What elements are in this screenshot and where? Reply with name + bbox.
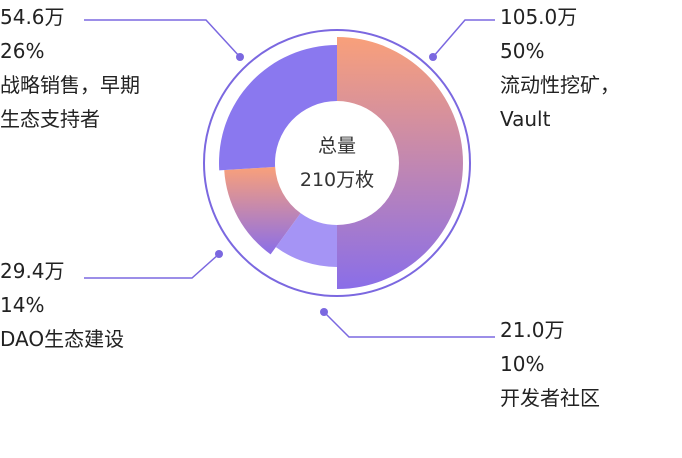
slice-0-percent: 50%: [500, 39, 545, 63]
slice-3-name-line2: 生态支持者: [0, 107, 100, 131]
slice-1-name-line1: 开发者社区: [500, 386, 600, 410]
leader-dot-2: [215, 250, 223, 258]
leader-line-3: [84, 19, 241, 58]
slice-0-name-line2: Vault: [500, 107, 551, 131]
leader-line-0: [432, 19, 495, 58]
slice-3-name-line1: 战略销售，早期: [0, 73, 140, 97]
slice-2: [224, 166, 301, 255]
slice-2-amount: 29.4万: [0, 259, 65, 283]
outer-ring: [203, 29, 471, 297]
center-value: 210万枚: [299, 169, 375, 191]
label-slice-3: 54.6万 26% 战略销售，早期 生态支持者: [0, 0, 140, 136]
label-slice-1: 21.0万 10% 开发者社区: [500, 313, 600, 415]
center-label: 总量: [317, 135, 356, 157]
slice-3-percent: 26%: [0, 39, 45, 63]
slice-0: [337, 37, 463, 289]
slice-1: [275, 213, 337, 267]
slice-1-amount: 21.0万: [500, 318, 565, 342]
slice-2-name-line1: DAO生态建设: [0, 327, 125, 351]
center-text: 总量 210万枚: [267, 129, 407, 197]
slice-2-percent: 14%: [0, 293, 45, 317]
leader-dot-0: [429, 53, 437, 61]
slice-3-amount: 54.6万: [0, 5, 65, 29]
leader-dot-1: [320, 308, 328, 316]
leader-dot-3: [236, 53, 244, 61]
label-slice-2: 29.4万 14% DAO生态建设: [0, 254, 124, 356]
slices-group: [219, 37, 463, 289]
slice-0-name-line1: 流动性挖矿，: [500, 73, 620, 97]
leader-line-2: [84, 253, 220, 279]
slice-3: [219, 44, 337, 171]
slice-1-percent: 10%: [500, 352, 545, 376]
label-slice-0: 105.0万 50% 流动性挖矿， Vault: [500, 0, 620, 136]
slice-0-amount: 105.0万: [500, 5, 578, 29]
leader-line-1: [323, 311, 495, 338]
leader-lines: [84, 19, 495, 338]
